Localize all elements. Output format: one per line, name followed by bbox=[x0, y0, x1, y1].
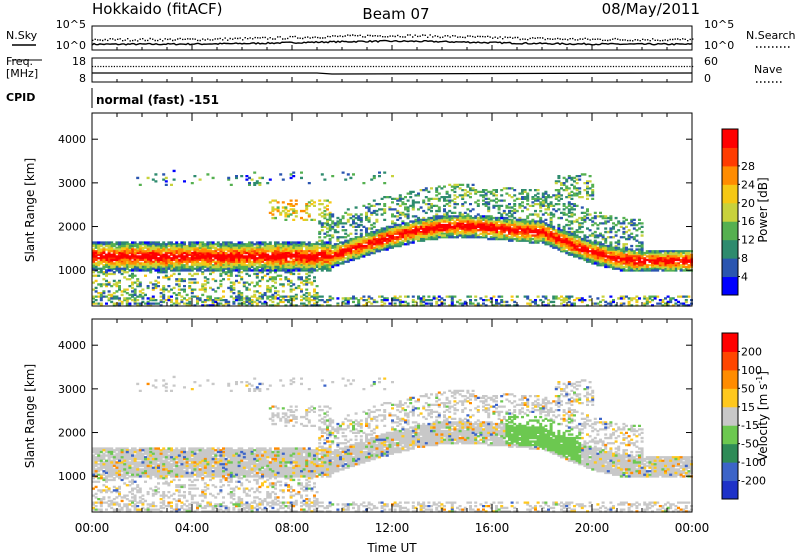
time-tick-label: 12:00 bbox=[375, 521, 410, 535]
colorbar-segment bbox=[722, 462, 738, 482]
colorbar-segment bbox=[722, 351, 738, 371]
nsearch-dots bbox=[92, 34, 694, 42]
power-colorbar-label: Power [dB] bbox=[756, 177, 770, 242]
nave-tick-bottom: 0 bbox=[704, 72, 711, 85]
nsearch-label: N.Search bbox=[746, 29, 796, 42]
freq-tick-top: 18 bbox=[72, 55, 86, 68]
power-data bbox=[92, 169, 693, 307]
y-tick-label: 4000 bbox=[58, 339, 86, 352]
colorbar-segment bbox=[722, 276, 738, 296]
power-cells-2a55b0 bbox=[92, 171, 693, 307]
velocity-colorbar-label: Velocity [m s-1] bbox=[755, 371, 770, 461]
colorbar-segment bbox=[722, 129, 738, 148]
velocity-axes: 1000 2000 3000 4000 bbox=[58, 319, 693, 512]
power-cells-c8d23c bbox=[92, 175, 691, 307]
velocity-colorbar: 200 100 50 15 -15 -50 -100 -200 bbox=[721, 332, 766, 500]
colorbar-segment bbox=[722, 443, 738, 463]
velocity-cells-6cc850 bbox=[94, 382, 691, 513]
colorbar-tick-label: 100 bbox=[741, 364, 762, 377]
colorbar-segment bbox=[722, 406, 738, 426]
nsky-trace bbox=[91, 34, 694, 50]
colorbar-frame bbox=[721, 128, 739, 296]
nsearch-tick-bottom: 10^0 bbox=[704, 39, 734, 52]
y-tick-label: 4000 bbox=[58, 133, 86, 146]
nsky-label: N.Sky bbox=[6, 29, 38, 42]
freq-trace bbox=[91, 65, 694, 82]
freq-label-2: [MHz] bbox=[6, 67, 38, 80]
date-title: 08/May/2011 bbox=[602, 0, 700, 18]
velocity-data bbox=[92, 375, 693, 513]
y-tick-label: 3000 bbox=[58, 177, 86, 190]
colorbar-tick-label: 15 bbox=[741, 401, 755, 414]
colorbar-segment bbox=[722, 333, 738, 352]
freq-tick-bottom: 8 bbox=[79, 72, 86, 85]
colorbar-segment bbox=[722, 165, 738, 185]
colorbar-segment bbox=[722, 239, 738, 259]
colorbar-segment bbox=[722, 147, 738, 167]
colorbar-tick-label: 16 bbox=[741, 215, 755, 228]
station-title: Hokkaido (fitACF) bbox=[92, 0, 223, 18]
freq-line bbox=[92, 72, 693, 75]
colorbar-frame bbox=[721, 332, 739, 500]
power-colorbar: 4 8 12 16 20 24 28 bbox=[721, 128, 755, 296]
colorbar-segment bbox=[722, 184, 738, 204]
time-tick-label: 16:00 bbox=[475, 521, 510, 535]
y-tick-label: 1000 bbox=[58, 470, 86, 483]
y-tick-label: 2000 bbox=[58, 221, 86, 234]
cpid-value: normal (fast) -151 bbox=[96, 93, 219, 107]
power-axes: 1000 2000 3000 4000 bbox=[58, 113, 693, 306]
colorbar-tick-label: 24 bbox=[741, 178, 755, 191]
colorbar-tick-label: 4 bbox=[741, 271, 748, 284]
y-tick-label: 3000 bbox=[58, 383, 86, 396]
colorbar-segment bbox=[722, 388, 738, 408]
nave-label: Nave bbox=[754, 63, 782, 76]
colorbar-tick-label: -50 bbox=[741, 438, 759, 451]
time-tick-label: 04:00 bbox=[175, 521, 210, 535]
colorbar-tick-label: -100 bbox=[741, 456, 766, 469]
colorbar-tick-label: 8 bbox=[741, 252, 748, 265]
time-tick-label: 00:00 bbox=[75, 521, 110, 535]
nsky-tick-bottom: 10^0 bbox=[56, 39, 86, 52]
time-tick-label: 00:00 bbox=[675, 521, 710, 535]
time-tick-label: 08:00 bbox=[275, 521, 310, 535]
cpid-label: CPID bbox=[6, 91, 35, 104]
nsky-tick-top: 10^5 bbox=[56, 18, 86, 31]
colorbar-segment bbox=[722, 369, 738, 389]
nsearch-tick-top: 10^5 bbox=[704, 18, 734, 31]
colorbar-tick-label: -15 bbox=[741, 419, 759, 432]
power-ylabel: Slant Range [km] bbox=[23, 158, 37, 262]
colorbar-segment bbox=[722, 221, 738, 241]
colorbar-tick-label: 20 bbox=[741, 197, 755, 210]
colorbar-tick-label: 200 bbox=[741, 345, 762, 358]
colorbar-segment bbox=[722, 480, 738, 500]
beam-title: Beam 07 bbox=[362, 5, 429, 23]
colorbar-tick-label: 50 bbox=[741, 382, 755, 395]
colorbar-segment bbox=[722, 425, 738, 445]
velocity-ylabel: Slant Range [km] bbox=[23, 364, 37, 468]
y-tick-label: 1000 bbox=[58, 264, 86, 277]
time-axis-title: Time UT bbox=[366, 541, 417, 554]
colorbar-tick-label: -200 bbox=[741, 475, 766, 488]
velocity-panel: 1000 2000 3000 4000 Slant Range [km] bbox=[23, 318, 693, 513]
colorbar-segment bbox=[722, 202, 738, 222]
time-axis-labels: 00:00 04:00 08:00 12:00 16:00 20:00 00:00 bbox=[75, 521, 710, 535]
y-tick-label: 2000 bbox=[58, 427, 86, 440]
velocity-cells-c8c8c8 bbox=[92, 375, 693, 513]
nsky-line bbox=[91, 39, 693, 46]
colorbar-tick-label: 12 bbox=[741, 234, 755, 247]
time-tick-label: 20:00 bbox=[575, 521, 610, 535]
colorbar-tick-label: 28 bbox=[741, 160, 755, 173]
power-panel: 1000 2000 3000 4000 Slant Range [km] bbox=[23, 112, 693, 307]
colorbar-segment bbox=[722, 258, 738, 278]
freq-label-1: Freq. bbox=[6, 55, 33, 68]
nave-tick-top: 60 bbox=[704, 55, 718, 68]
